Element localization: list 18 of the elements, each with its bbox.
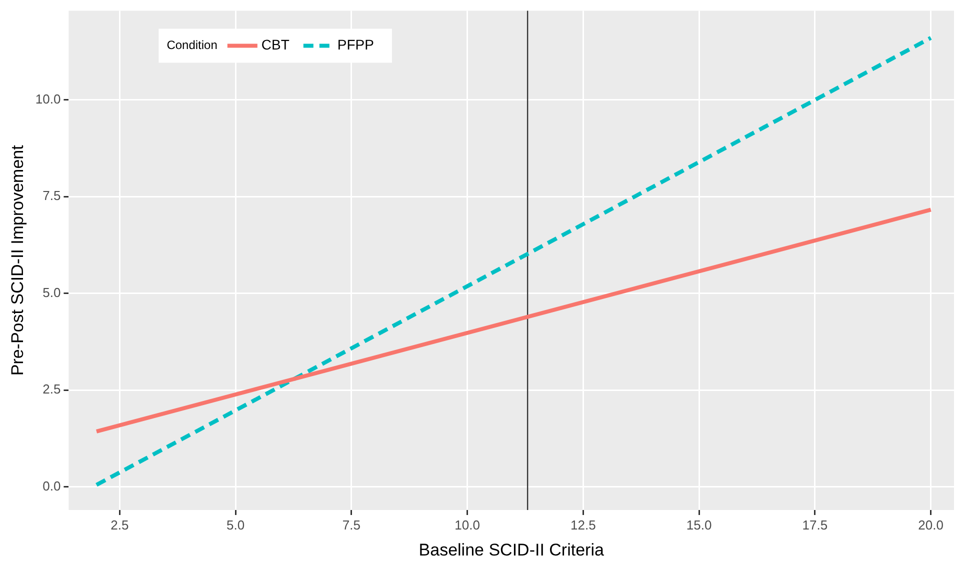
y-tick-label: 0.0	[42, 478, 61, 494]
y-tick-label: 2.5	[42, 382, 61, 397]
x-tick-label: 20.0	[918, 517, 944, 532]
y-tick-label: 7.5	[42, 188, 61, 204]
x-tick-label: 12.5	[570, 517, 596, 532]
x-tick-label: 5.0	[226, 517, 245, 532]
legend-label: CBT	[261, 36, 290, 53]
x-tick-label: 10.0	[454, 517, 480, 532]
x-tick-label: 7.5	[342, 517, 360, 532]
x-axis-title: Baseline SCID-II Criteria	[418, 540, 604, 560]
y-tick-label: 5.0	[42, 284, 61, 300]
x-tick-label: 15.0	[686, 517, 712, 532]
y-tick-label: 10.0	[35, 91, 61, 106]
legend-label: PFPP	[337, 36, 374, 53]
x-tick-label: 2.5	[110, 517, 129, 532]
y-axis-title: Pre-Post SCID-II Improvement	[8, 144, 27, 376]
x-tick-label: 17.5	[802, 517, 828, 532]
legend-title: Condition	[166, 38, 218, 52]
